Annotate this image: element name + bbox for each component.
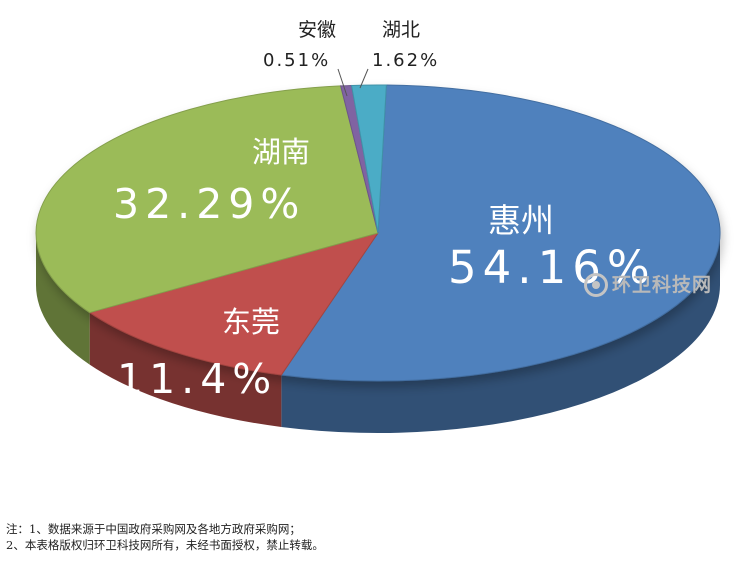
watermark-logo-icon [584,273,608,297]
pie-slice-1 [88,232,380,376]
slice-name-label: 惠州 [488,201,554,240]
pie-slice-side-1 [89,312,282,427]
slice-name-label: 湖北 [382,19,420,41]
slice-value-label: 11.4% [117,355,277,403]
watermark-text: 环卫科技网 [612,274,713,296]
slice-value-label: 54.16% [448,241,656,294]
source-notes: 注：1、数据来源于中国政府采购网及各地方政府采购网； 2、本表格版权归环卫科技网… [6,521,324,553]
slice-name-label: 湖南 [252,135,310,169]
pie-depth [36,233,720,434]
slice-value-label: 1.62% [372,50,439,71]
slice-name-label: 安徽 [298,19,336,41]
slice-value-label: 32.29% [113,180,305,228]
note-line: 2、本表格版权归环卫科技网所有，未经书面授权，禁止转载。 [6,538,324,552]
slice-value-label: 0.51% [263,50,330,71]
watermark: 环卫科技网 [584,270,712,297]
pie-slice-4 [350,84,387,234]
pie-slice-2 [35,85,379,314]
leader-line [359,68,369,89]
note-line: 注：1、数据来源于中国政府采购网及各地方政府采购网； [6,522,301,536]
pie-slice-0 [280,84,721,382]
slice-name-label: 东莞 [222,305,280,339]
pie-slice-side-2 [36,233,90,365]
pie-slice-side-0 [281,233,720,434]
pie-slices [35,84,721,382]
leader-line [337,68,348,97]
